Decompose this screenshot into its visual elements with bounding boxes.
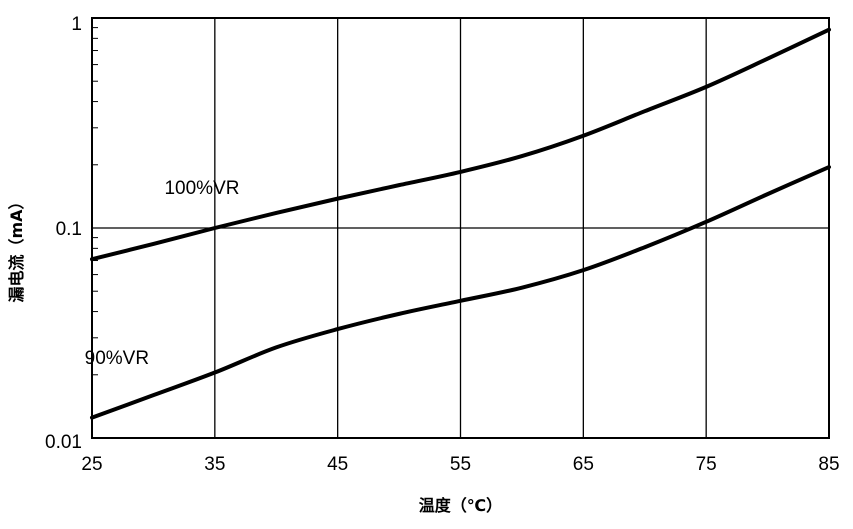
x-tick-label-65: 65 [573, 454, 594, 475]
x-tick-label-55: 55 [450, 454, 471, 475]
series-label-100vr: 100%VR [164, 178, 239, 199]
x-tick-label-75: 75 [696, 454, 717, 475]
x-tick-label-25: 25 [81, 454, 102, 475]
x-tick-label-45: 45 [327, 454, 348, 475]
x-tick-labels: 25 35 45 55 65 75 85 [81, 454, 839, 475]
plot-frame [91, 17, 830, 439]
x-tick-label-35: 35 [204, 454, 225, 475]
series-line-1 [90, 165, 831, 420]
series-label-90vr: 90%VR [85, 348, 149, 369]
y-tick-labels: 0.01 0.1 1 [45, 14, 82, 453]
y-tick-label-0.01: 0.01 [45, 432, 82, 453]
series-layer [90, 27, 831, 420]
y-tick-label-1: 1 [71, 14, 82, 35]
x-axis-title: 温度（℃） [418, 496, 502, 515]
x-tick-label-85: 85 [818, 454, 839, 475]
series-line-0 [90, 27, 831, 262]
y-tick-label-0.1: 0.1 [56, 219, 82, 240]
y-axis-title: 漏电流（mA） [7, 193, 26, 302]
